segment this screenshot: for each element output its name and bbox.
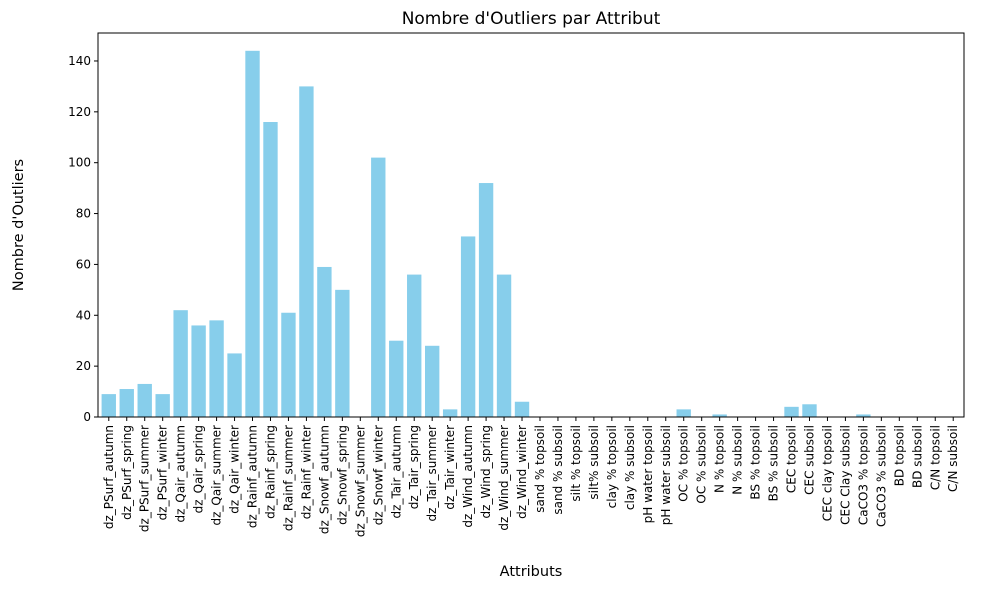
- bar-2: [137, 383, 152, 417]
- chart-title: Nombre d'Outliers par Attribut: [402, 9, 661, 29]
- x-tick-label: CaCO3 % topsoil: [856, 425, 870, 525]
- x-tick-label: BD topsoil: [892, 425, 906, 486]
- x-tick-label: silt% subsoil: [587, 425, 601, 500]
- x-tick-label: silt % topsoil: [569, 425, 583, 502]
- x-tick-label: OC % topsoil: [677, 425, 691, 502]
- x-tick-label: dz_PSurf_spring: [120, 425, 134, 520]
- x-tick-label: OC % subsoil: [695, 425, 709, 504]
- x-tick-label: N % topsoil: [713, 425, 727, 493]
- y-tick-label: 20: [76, 359, 91, 373]
- x-tick-label: sand % subsoil: [551, 425, 565, 515]
- x-tick-label: CEC Clay subsoil: [838, 425, 852, 525]
- bar-38: [784, 406, 799, 417]
- x-tick-label: pH water subsoil: [659, 425, 673, 525]
- bar-8: [245, 50, 260, 418]
- bar-4: [173, 310, 188, 417]
- y-tick-label: 40: [76, 308, 91, 322]
- x-tick-label: C/N subsoil: [946, 425, 960, 492]
- x-tick-label: dz_PSurf_winter: [156, 425, 170, 520]
- x-tick-label: dz_Qair_autumn: [174, 425, 188, 523]
- bar-15: [371, 157, 386, 418]
- x-tick-label: dz_Wind_summer: [497, 425, 511, 531]
- x-tick-label: dz_Tair_summer: [425, 425, 439, 522]
- x-tick-label: dz_Snowf_spring: [335, 425, 349, 525]
- bar-10: [281, 312, 296, 417]
- y-tick-label: 100: [68, 156, 91, 170]
- bar-11: [299, 86, 314, 418]
- plot-frame: [97, 32, 965, 418]
- bar-42: [856, 414, 871, 417]
- x-tick-label: clay % topsoil: [605, 425, 619, 508]
- x-tick-label: CEC clay topsoil: [820, 425, 834, 521]
- x-axis: dz_PSurf_autumn dz_PSurf_spring dz_PSurf_s…: [102, 417, 960, 537]
- y-tick-label: 80: [76, 207, 91, 221]
- x-tick-label: N % subsoil: [731, 425, 745, 495]
- bar-5: [191, 325, 206, 417]
- y-tick-label: 120: [68, 105, 91, 119]
- x-tick-label: CEC subsoil: [802, 425, 816, 495]
- bar-16: [389, 340, 404, 417]
- bar-6: [209, 320, 224, 417]
- bar-9: [263, 122, 278, 417]
- bar-3: [155, 394, 170, 417]
- bars-group: [101, 50, 871, 418]
- x-tick-label: dz_Tair_autumn: [389, 425, 403, 518]
- bar-18: [425, 345, 440, 417]
- bar-19: [442, 409, 458, 417]
- x-tick-label: dz_Snowf_winter: [371, 425, 385, 525]
- y-tick-label: 60: [76, 257, 91, 271]
- bar-32: [676, 409, 691, 417]
- x-tick-label: CEC topsoil: [785, 425, 799, 493]
- y-axis: 0 20 40 60 80 100 120 140: [68, 54, 98, 424]
- x-tick-label: CaCO3 % subsoil: [874, 425, 888, 527]
- x-tick-label: dz_PSurf_summer: [138, 425, 152, 532]
- x-tick-label: dz_PSurf_autumn: [102, 425, 116, 529]
- x-tick-label: dz_Rainf_summer: [281, 425, 295, 531]
- x-tick-label: dz_Wind_spring: [479, 425, 493, 518]
- x-tick-label: dz_Qair_summer: [210, 425, 224, 526]
- x-tick-label: C/N topsoil: [928, 425, 942, 490]
- bar-21: [478, 183, 494, 417]
- x-tick-label: dz_Qair_spring: [192, 425, 206, 513]
- x-tick-label: dz_Snowf_summer: [353, 425, 367, 537]
- bar-1: [119, 389, 134, 417]
- bar-12: [317, 266, 332, 417]
- bar-22: [496, 274, 512, 417]
- bar-7: [227, 353, 242, 417]
- x-tick-label: BS % topsoil: [749, 425, 763, 500]
- x-tick-label: dz_Snowf_autumn: [317, 425, 331, 534]
- x-tick-label: dz_Rainf_winter: [299, 425, 313, 519]
- x-tick-label: sand % topsoil: [533, 425, 547, 513]
- bar-34: [712, 414, 727, 417]
- x-tick-label: BD subsoil: [910, 425, 924, 488]
- bar-23: [514, 401, 530, 417]
- x-tick-label: dz_Tair_winter: [443, 425, 457, 510]
- bar-20: [460, 236, 476, 417]
- x-tick-label: clay % subsoil: [623, 425, 637, 510]
- x-tick-label: dz_Wind_winter: [515, 425, 529, 519]
- x-tick-label: dz_Wind_autumn: [461, 425, 475, 528]
- bar-39: [802, 404, 817, 417]
- bar-13: [335, 289, 350, 417]
- x-tick-label: dz_Rainf_autumn: [246, 425, 260, 528]
- x-tick-label: dz_Rainf_spring: [263, 425, 277, 519]
- y-axis-title: Nombre d'Outliers: [11, 159, 27, 291]
- x-axis-title: Attributs: [500, 564, 563, 580]
- x-tick-label: dz_Tair_spring: [407, 425, 421, 509]
- x-tick-label: BS % subsoil: [767, 425, 781, 501]
- bar-0: [101, 394, 116, 417]
- y-tick-label: 140: [68, 54, 91, 68]
- x-tick-label: pH water topsoil: [641, 425, 655, 523]
- y-tick-label: 0: [83, 410, 91, 424]
- bar-17: [407, 274, 422, 417]
- x-tick-label: dz_Qair_winter: [228, 425, 242, 514]
